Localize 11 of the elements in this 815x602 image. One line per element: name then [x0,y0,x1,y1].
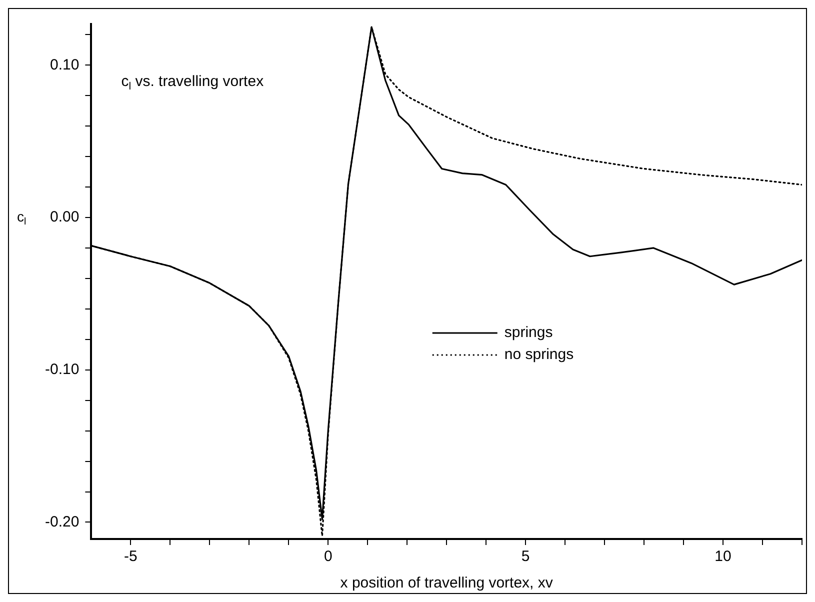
x-tick-label: 5 [521,548,530,566]
x-tick-label: 10 [714,548,732,566]
x-tick-label: 0 [324,548,332,566]
x-tick-label: -5 [124,548,138,566]
legend-label: springs [504,324,553,342]
y-tick-label: 0.00 [50,208,80,226]
y-tick-label: 0.10 [50,56,80,74]
legend-label: no springs [504,346,574,364]
y-tick-label: -0.10 [44,361,80,378]
y-tick-label: -0.20 [44,513,80,530]
x-axis-title: x position of travelling vortex, xv [340,574,554,592]
